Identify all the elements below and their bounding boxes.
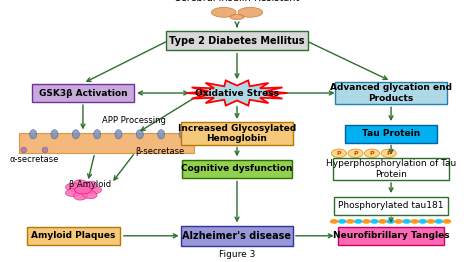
FancyBboxPatch shape	[333, 158, 449, 180]
Circle shape	[386, 219, 395, 224]
Ellipse shape	[179, 130, 186, 139]
Ellipse shape	[74, 186, 91, 194]
Ellipse shape	[82, 190, 97, 199]
Text: Hyperphosphorylation of Tau
Protein: Hyperphosphorylation of Tau Protein	[326, 159, 456, 179]
Ellipse shape	[65, 183, 82, 192]
Circle shape	[348, 149, 363, 157]
Text: α-secretase: α-secretase	[9, 155, 59, 164]
Circle shape	[370, 219, 379, 224]
Text: β Amyloid: β Amyloid	[69, 180, 111, 189]
FancyBboxPatch shape	[181, 123, 292, 145]
Ellipse shape	[82, 181, 97, 190]
Text: Type 2 Diabetes Mellitus: Type 2 Diabetes Mellitus	[169, 36, 305, 46]
Ellipse shape	[72, 130, 80, 139]
FancyBboxPatch shape	[27, 227, 119, 245]
Circle shape	[427, 219, 435, 224]
Text: Phosphorylated tau181: Phosphorylated tau181	[338, 201, 444, 210]
Circle shape	[330, 219, 338, 224]
Circle shape	[381, 149, 396, 157]
Circle shape	[419, 219, 427, 224]
Ellipse shape	[94, 130, 100, 139]
FancyBboxPatch shape	[181, 226, 292, 246]
Circle shape	[362, 219, 371, 224]
Ellipse shape	[65, 188, 82, 196]
Text: APP Processing: APP Processing	[102, 116, 166, 125]
Ellipse shape	[42, 147, 48, 153]
Polygon shape	[187, 80, 287, 106]
Text: P: P	[337, 151, 341, 156]
Circle shape	[346, 219, 355, 224]
Ellipse shape	[51, 130, 58, 139]
Text: Oxidative Stress: Oxidative Stress	[195, 89, 279, 97]
FancyBboxPatch shape	[345, 125, 437, 143]
Text: Figure 3: Figure 3	[219, 250, 255, 259]
Ellipse shape	[73, 191, 88, 200]
Circle shape	[443, 219, 451, 224]
Circle shape	[354, 219, 363, 224]
Text: Cerebral insulin Resistant: Cerebral insulin Resistant	[174, 0, 300, 3]
Text: Neurofibrillary Tangles: Neurofibrillary Tangles	[333, 231, 449, 240]
Text: Amyloid Plaques: Amyloid Plaques	[31, 231, 116, 240]
FancyBboxPatch shape	[182, 160, 292, 178]
Text: Tau Protein: Tau Protein	[362, 129, 420, 138]
Text: P: P	[370, 151, 374, 156]
Text: β-secretase: β-secretase	[135, 148, 184, 156]
Text: Alzheimer's disease: Alzheimer's disease	[182, 231, 292, 241]
FancyBboxPatch shape	[32, 84, 134, 102]
Circle shape	[331, 149, 346, 157]
Text: Cognitive dysfunction: Cognitive dysfunction	[181, 165, 293, 173]
Ellipse shape	[73, 180, 88, 189]
Text: Advanced glycation end
Products: Advanced glycation end Products	[330, 83, 452, 103]
Circle shape	[394, 219, 403, 224]
Ellipse shape	[29, 130, 36, 139]
Ellipse shape	[136, 130, 143, 139]
Ellipse shape	[238, 7, 263, 17]
Text: Increased Glycosylated
Hemoglobin: Increased Glycosylated Hemoglobin	[178, 124, 296, 143]
Text: GSK3β Activation: GSK3β Activation	[39, 89, 127, 97]
Circle shape	[378, 219, 387, 224]
FancyBboxPatch shape	[166, 31, 308, 50]
FancyBboxPatch shape	[336, 82, 447, 104]
Circle shape	[338, 219, 346, 224]
Ellipse shape	[85, 186, 101, 194]
FancyBboxPatch shape	[337, 227, 444, 245]
Circle shape	[402, 219, 411, 224]
FancyBboxPatch shape	[334, 197, 448, 215]
Ellipse shape	[115, 130, 122, 139]
Circle shape	[435, 219, 443, 224]
Circle shape	[410, 219, 419, 224]
Ellipse shape	[21, 147, 27, 153]
FancyBboxPatch shape	[19, 133, 194, 152]
Ellipse shape	[230, 14, 244, 20]
Circle shape	[365, 149, 380, 157]
Text: P: P	[353, 151, 358, 156]
Ellipse shape	[211, 7, 236, 17]
Ellipse shape	[157, 130, 165, 139]
Text: P: P	[386, 151, 391, 156]
